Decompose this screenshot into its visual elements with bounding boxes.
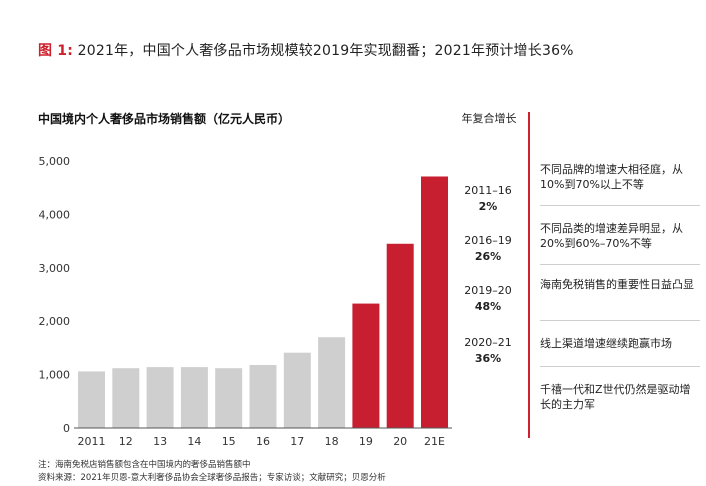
chart-title: 中国境内个人奢侈品市场销售额（亿元人民币） xyxy=(38,112,291,126)
note-separator xyxy=(540,264,700,265)
y-tick-label: 1,000 xyxy=(39,369,71,382)
figure-title: 图 1: 2021年，中国个人奢侈品市场规模较2019年实现翻番；2021年预计… xyxy=(38,40,574,60)
note-separator xyxy=(540,320,700,321)
bar xyxy=(180,367,208,428)
figure-label: 图 1: xyxy=(38,43,74,59)
x-tick-label: 14 xyxy=(187,435,201,448)
cagr-period: 2020–21 xyxy=(464,336,512,349)
x-tick-label: 20 xyxy=(393,435,407,448)
bar xyxy=(112,368,140,428)
footer-note: 注：海南免税店销售额包含在中国境内的奢侈品销售额中 xyxy=(38,460,251,470)
cagr-item-2: 2016–19 26% xyxy=(452,233,524,265)
y-tick-label: 0 xyxy=(63,422,70,435)
cagr-value: 2% xyxy=(478,200,498,213)
note-2: 不同品类的增速差异明显，从20%到60%–70%不等 xyxy=(540,222,683,250)
cagr-period: 2019–20 xyxy=(464,284,512,297)
cagr-value: 26% xyxy=(474,250,502,263)
footer-source: 资料来源：2021年贝恩-意大利奢侈品协会全球奢侈品报告；专家访谈；文献研究；贝… xyxy=(38,473,386,483)
x-tick-label: 21E xyxy=(424,435,445,448)
bar xyxy=(215,368,243,428)
bar xyxy=(78,371,105,428)
note-separator xyxy=(540,205,700,206)
bar xyxy=(421,176,448,428)
cagr-period: 2016–19 xyxy=(464,234,512,247)
bar xyxy=(386,243,414,428)
y-tick-label: 2,000 xyxy=(39,315,71,328)
note-separator xyxy=(540,366,700,367)
x-tick-label: 17 xyxy=(290,435,304,448)
x-tick-label: 18 xyxy=(325,435,339,448)
x-tick-label: 12 xyxy=(119,435,133,448)
figure-title-text: 2021年，中国个人奢侈品市场规模较2019年实现翻番；2021年预计增长36% xyxy=(77,43,574,59)
bar xyxy=(318,337,346,428)
x-tick-label: 13 xyxy=(153,435,167,448)
bar xyxy=(146,367,174,428)
divider-line xyxy=(528,112,530,438)
cagr-item-4: 2020–21 36% xyxy=(452,335,524,367)
y-tick-label: 3,000 xyxy=(39,262,71,275)
y-tick-label: 4,000 xyxy=(39,208,71,221)
note-4: 线上渠道增速继续跑赢市场 xyxy=(540,337,672,350)
x-tick-label: 2011 xyxy=(78,435,106,448)
cagr-value: 48% xyxy=(474,300,502,313)
x-tick-label: 19 xyxy=(359,435,373,448)
y-tick-label: 5,000 xyxy=(39,155,71,168)
note-3: 海南免税销售的重要性日益凸显 xyxy=(540,278,694,291)
note-5: 千禧一代和Z世代仍然是驱动增长的主力军 xyxy=(540,383,691,411)
cagr-item-1: 2011–16 2% xyxy=(452,183,524,215)
cagr-header: 年复合增长 xyxy=(461,112,517,125)
bar xyxy=(249,364,277,428)
cagr-period: 2011–16 xyxy=(464,184,512,197)
cagr-item-3: 2019–20 48% xyxy=(452,283,524,315)
note-1: 不同品牌的增速大相径庭，从10%到70%以上不等 xyxy=(540,163,683,191)
cagr-value: 36% xyxy=(474,352,502,365)
bar xyxy=(283,352,311,428)
x-tick-label: 16 xyxy=(256,435,270,448)
bar xyxy=(352,303,380,428)
x-tick-label: 15 xyxy=(222,435,236,448)
